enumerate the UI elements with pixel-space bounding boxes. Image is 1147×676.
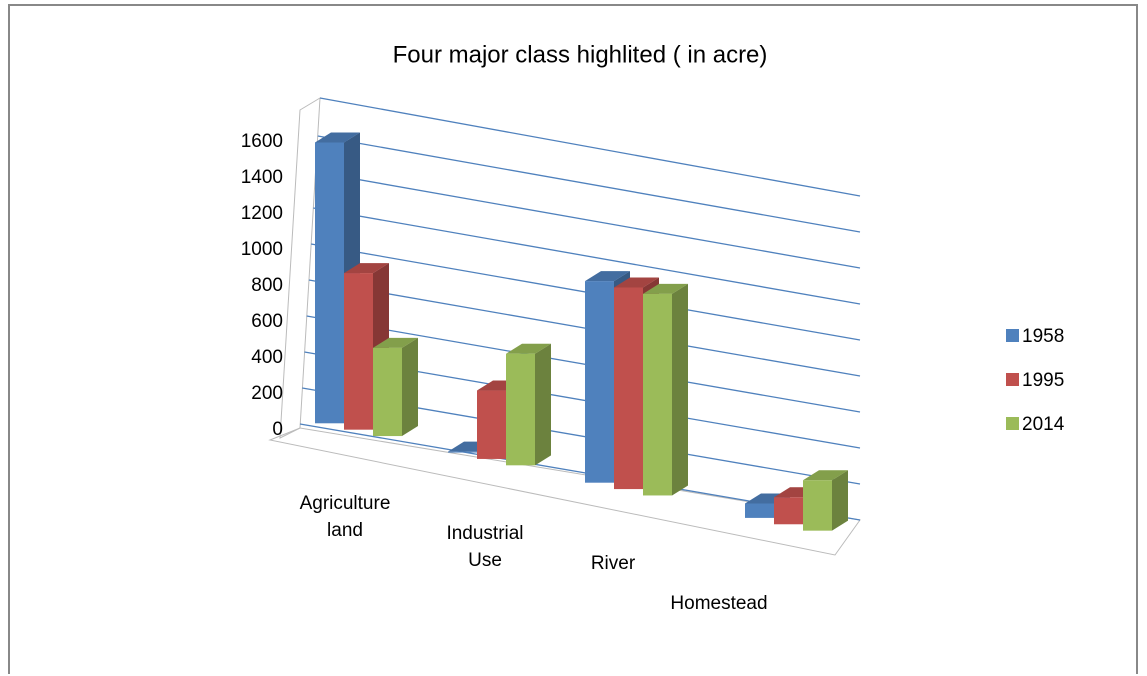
y-tick-label: 1400 xyxy=(241,167,283,188)
bar-top xyxy=(506,343,551,354)
bar-side xyxy=(535,343,551,466)
bar-top-shade xyxy=(373,337,418,348)
bar xyxy=(585,281,614,483)
legend-swatch xyxy=(1006,373,1019,386)
bar-side xyxy=(402,337,418,437)
bar-top xyxy=(803,470,848,481)
grid-line-top xyxy=(319,97,861,197)
bar-top-shade xyxy=(506,343,551,354)
bar xyxy=(506,353,535,466)
bar-top xyxy=(614,277,659,288)
bar xyxy=(477,390,506,459)
x-tick-label: Agriculture land xyxy=(299,493,391,541)
y-tick-label: 800 xyxy=(251,275,283,296)
bar xyxy=(774,497,803,525)
y-tick-label: 400 xyxy=(251,347,283,368)
bar-top-shade xyxy=(643,283,688,294)
bar-side xyxy=(832,470,848,531)
y-tick-label: 1200 xyxy=(241,203,283,224)
bar-top xyxy=(585,271,630,282)
back-wall-side xyxy=(279,97,321,439)
y-tick-label: 200 xyxy=(251,383,283,404)
bar-top-shade xyxy=(614,277,659,288)
grid-line xyxy=(306,315,861,413)
bar xyxy=(643,293,672,496)
bar-side-shade xyxy=(402,337,418,437)
legend-swatch xyxy=(1006,417,1019,430)
bar-side-shade xyxy=(672,283,688,496)
y-tick-label: 0 xyxy=(272,419,283,440)
bar-side-shade xyxy=(535,343,551,466)
y-tick-label: 1000 xyxy=(241,239,283,260)
bar xyxy=(803,480,832,531)
bar xyxy=(614,287,643,490)
bar xyxy=(344,273,373,430)
grid-line xyxy=(315,171,861,269)
x-tick-label: River xyxy=(590,553,636,574)
bar xyxy=(745,503,774,518)
grid-line xyxy=(317,135,861,233)
bar-side-shade xyxy=(832,470,848,531)
bar-top-shade xyxy=(803,470,848,481)
bar xyxy=(448,451,477,453)
chart-frame xyxy=(8,4,1138,674)
y-tick-label: 600 xyxy=(251,311,283,332)
x-tick-label: Homestead xyxy=(670,593,768,614)
bar-top-shade xyxy=(585,271,630,282)
bar-top-shade xyxy=(315,132,360,143)
bar-top xyxy=(643,283,688,294)
bar-top xyxy=(315,132,360,143)
grid-line xyxy=(313,207,861,305)
chart-title: Four major class highlited ( in acre) xyxy=(393,41,768,68)
bar xyxy=(315,142,344,424)
grid-line xyxy=(308,279,861,377)
bar-top xyxy=(373,337,418,348)
x-tick-label: Industrial Use xyxy=(446,523,524,571)
bar-top xyxy=(344,263,389,274)
legend-label: 1958 xyxy=(1022,326,1064,347)
legend-label: 2014 xyxy=(1022,414,1065,435)
bar-top-shade xyxy=(344,263,389,274)
bar xyxy=(373,347,402,437)
legend-label: 1995 xyxy=(1022,370,1064,391)
y-tick-label: 1600 xyxy=(241,131,283,152)
legend-swatch xyxy=(1006,329,1019,342)
bar-side xyxy=(672,283,688,496)
